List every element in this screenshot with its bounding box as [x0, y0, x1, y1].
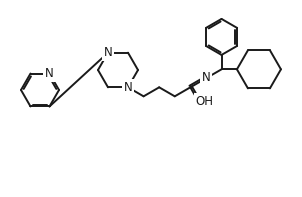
Text: N: N	[104, 46, 112, 59]
Text: N: N	[201, 71, 210, 84]
Text: OH: OH	[195, 95, 213, 108]
Text: N: N	[124, 81, 132, 94]
Text: N: N	[45, 67, 54, 80]
